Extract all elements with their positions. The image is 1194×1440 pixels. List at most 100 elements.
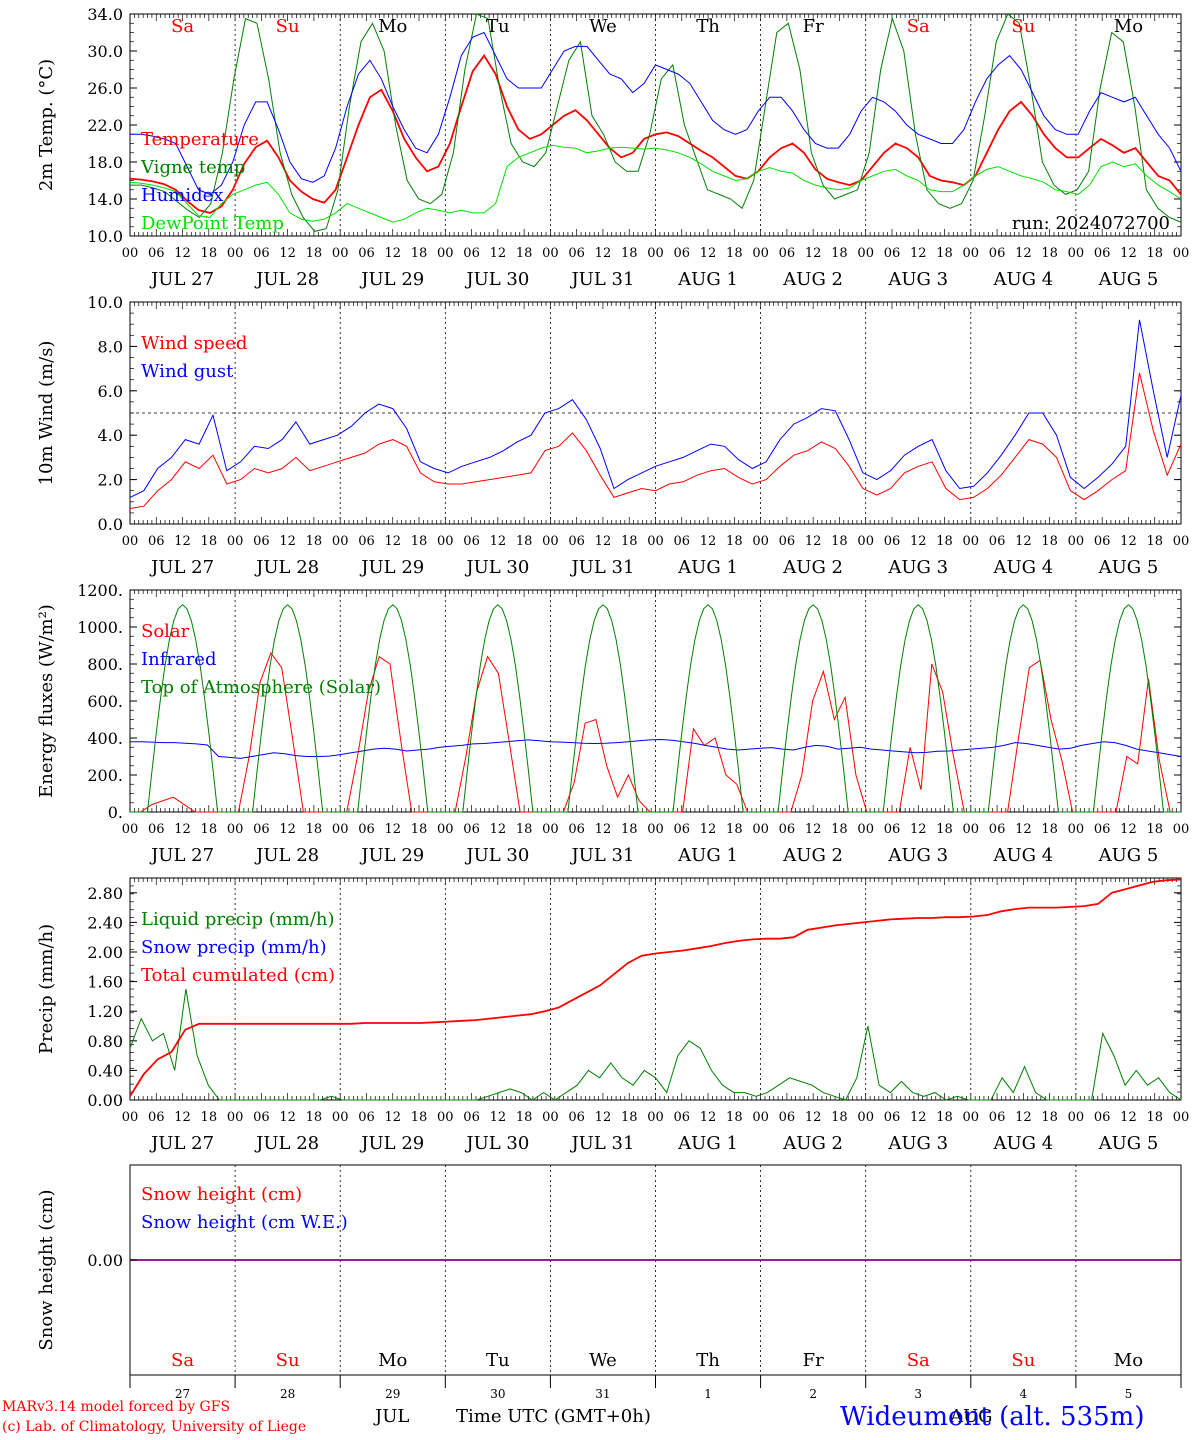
precip-hour-label: 18: [831, 1110, 848, 1125]
energy-day-label: AUG 5: [1098, 845, 1159, 866]
energy-hour-label: 06: [674, 822, 691, 837]
credit-line-1: MARv3.14 model forced by GFS: [2, 1399, 231, 1415]
bottom-day-number: 29: [385, 1387, 400, 1401]
energy-hour-label: 12: [805, 822, 822, 837]
temp-hour-label: 00: [1068, 246, 1085, 261]
energy-ylabel: Energy fluxes (W/m²): [36, 604, 57, 798]
bottom-day-number: 1: [704, 1387, 712, 1401]
energy-hour-label: 12: [910, 822, 927, 837]
wind-day-label: AUG 4: [992, 557, 1053, 578]
temp-ytick-label: 10.0: [87, 227, 123, 246]
energy-hour-label: 06: [1094, 822, 1111, 837]
wind-hour-label: 12: [174, 534, 191, 549]
temp-legend-item: DewPoint Temp: [141, 213, 284, 234]
precip-hour-label: 00: [963, 1110, 980, 1125]
wind-hour-label: 12: [490, 534, 507, 549]
bottom-day-number: 31: [595, 1387, 610, 1401]
precip-day-label: AUG 5: [1098, 1133, 1159, 1154]
temp-day-label: AUG 1: [677, 269, 738, 290]
temp-day-label: JUL 28: [254, 269, 319, 290]
temp-hour-label: 18: [516, 246, 533, 261]
weekday-top-tu: Tu: [486, 16, 510, 37]
energy-day-label: JUL 29: [359, 845, 424, 866]
precip-hour-label: 12: [1015, 1110, 1032, 1125]
weekday-bottom-fr: Fr: [803, 1350, 824, 1371]
precip-hour-label: 12: [910, 1110, 927, 1125]
precip-hour-label: 18: [201, 1110, 218, 1125]
month-label-aug: AUG: [950, 1406, 993, 1427]
precip-hour-label: 12: [384, 1110, 401, 1125]
panel-temp: 00 06 12 18 00 06 12 18 00 06 12 18 00 06 12 18 00 06 12 18…: [36, 5, 1189, 290]
energy-hour-label: 18: [201, 822, 218, 837]
temp-day-label: JUL 30: [464, 269, 529, 290]
wind-day-label: AUG 5: [1098, 557, 1159, 578]
energy-ytick-label: 600.: [87, 692, 123, 711]
wind-day-label: AUG 1: [677, 557, 738, 578]
wind-hour-label: 18: [831, 534, 848, 549]
energy-day-label: AUG 1: [677, 845, 738, 866]
wind-hour-label: 12: [910, 534, 927, 549]
weekday-top-sa: Sa: [171, 16, 194, 37]
energy-day-label: AUG 4: [992, 845, 1053, 866]
precip-hour-label: 00: [1173, 1110, 1190, 1125]
temp-hour-label: 00: [227, 246, 244, 261]
energy-legend-item: Solar: [141, 621, 190, 642]
precip-day-label: AUG 1: [677, 1133, 738, 1154]
weekday-top-sa: Sa: [907, 16, 930, 37]
weekday-bottom-we: We: [589, 1350, 617, 1371]
precip-series-group: [129, 878, 1182, 1101]
wind-hour-label: 18: [516, 534, 533, 549]
weekday-bottom-tu: Tu: [486, 1350, 510, 1371]
temp-legend-item: Humidex: [141, 185, 223, 206]
panel-wind: 00 06 12 18 00 06 12 18 00 06 12 18 00 06 12 18 00 06 12 18…: [36, 293, 1189, 578]
temp-ytick-label: 26.0: [87, 79, 123, 98]
energy-hour-label: 06: [989, 822, 1006, 837]
temp-hour-label: 00: [857, 246, 874, 261]
wind-series-wind-speed: [129, 372, 1182, 509]
precip-day-label: JUL 28: [254, 1133, 319, 1154]
precip-hour-label: 12: [279, 1110, 296, 1125]
bottom-day-number: 28: [280, 1387, 295, 1401]
precip-hour-label: 06: [884, 1110, 901, 1125]
temp-hour-label: 18: [831, 246, 848, 261]
energy-hour-label: 18: [936, 822, 953, 837]
energy-hour-label: 06: [148, 822, 165, 837]
wind-hour-label: 06: [884, 534, 901, 549]
temp-series-group: [129, 13, 1182, 232]
energy-hour-label: 12: [700, 822, 717, 837]
energy-ytick-label: 800.: [87, 655, 123, 674]
temp-day-label: AUG 3: [887, 269, 948, 290]
wind-day-label: JUL 27: [149, 557, 214, 578]
energy-hour-label: 18: [621, 822, 638, 837]
weekday-bottom-su: Su: [276, 1350, 300, 1371]
temp-series-vigne-temp: [130, 13, 1182, 232]
temp-hour-label: 12: [1015, 246, 1032, 261]
bottom-day-number: 4: [1020, 1387, 1028, 1401]
precip-day-label: JUL 31: [569, 1133, 634, 1154]
bottom-day-number: 5: [1125, 1387, 1133, 1401]
weekday-bottom-su: Su: [1011, 1350, 1035, 1371]
energy-ytick-label: 1000.: [77, 618, 123, 637]
bottom-day-number: 30: [490, 1387, 505, 1401]
temp-series-dewpoint-temp: [129, 144, 1182, 223]
wind-hour-label: 12: [595, 534, 612, 549]
precip-day-label: AUG 3: [887, 1133, 948, 1154]
wind-hour-label: 18: [1146, 534, 1163, 549]
wind-day-label: JUL 29: [359, 557, 424, 578]
energy-hour-label: 12: [595, 822, 612, 837]
wind-ylabel: 10m Wind (m/s): [36, 341, 57, 486]
precip-hour-label: 06: [148, 1110, 165, 1125]
temp-ylabel: 2m Temp. (°C): [36, 59, 57, 191]
wind-hour-label: 00: [227, 534, 244, 549]
temp-hour-label: 18: [621, 246, 638, 261]
wind-hour-label: 12: [700, 534, 717, 549]
precip-hour-label: 12: [490, 1110, 507, 1125]
precip-ytick-label: 2.00: [87, 943, 123, 962]
temp-hour-label: 12: [910, 246, 927, 261]
precip-legend-item: Snow precip (mm/h): [141, 937, 327, 958]
wind-ytick-label: 4.0: [98, 426, 123, 445]
wind-hour-label: 18: [201, 534, 218, 549]
temp-legend-item: Temperature: [141, 129, 259, 150]
temp-hour-label: 12: [595, 246, 612, 261]
weekday-top-mo: Mo: [1114, 16, 1143, 37]
